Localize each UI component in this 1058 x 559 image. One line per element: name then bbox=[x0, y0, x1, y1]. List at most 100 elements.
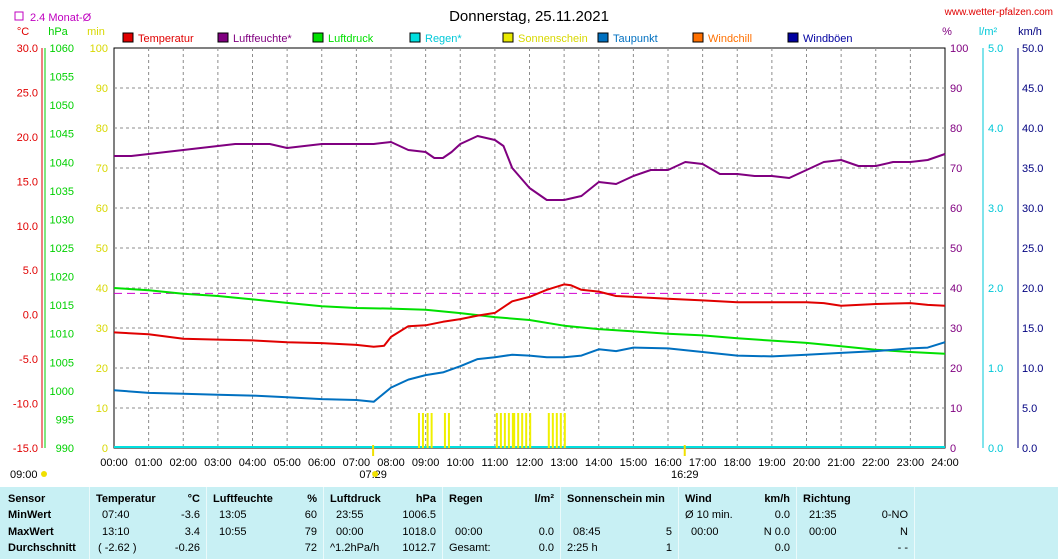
sun-max-value: 5 bbox=[665, 526, 672, 538]
stats-pressure-column: Luftdruck hPa 23:55 1006.5 00:00 1018.0 … bbox=[323, 487, 442, 559]
x-tick-label: 18:00 bbox=[723, 457, 751, 469]
statistics-table: Sensor MinWert MaxWert Durchschnitt Temp… bbox=[0, 487, 1058, 559]
axis-tick-temperature: 10.0 bbox=[17, 221, 38, 233]
axis-tick-humidity: 80 bbox=[950, 123, 962, 135]
stats-header-pressure-unit: hPa bbox=[415, 493, 436, 505]
series-line-temperature-temperatur bbox=[113, 283, 946, 348]
x-tick-label: 06:00 bbox=[308, 457, 336, 469]
axis-tick-pressure: 1040 bbox=[50, 157, 74, 169]
axis-tick-minutes: 90 bbox=[96, 83, 108, 95]
x-tick-label: 22:00 bbox=[862, 457, 890, 469]
press-max-time: 00:00 bbox=[336, 526, 364, 538]
legend-label: Windchill bbox=[708, 33, 752, 45]
legend-label: Taupunkt bbox=[613, 33, 658, 45]
stats-header-rain-unit: l/m² bbox=[534, 493, 554, 505]
axis-tick-humidity: 0 bbox=[950, 443, 956, 455]
site-url: www.wetter-pfalzen.com bbox=[944, 7, 1053, 18]
wind-max-value: N 0.0 bbox=[763, 526, 790, 538]
axis-tick-wind: 20.0 bbox=[1022, 283, 1043, 295]
stats-direction-column: Richtung 21:35 0-NO 00:00 N - - bbox=[796, 487, 914, 559]
axis-tick-minutes: 20 bbox=[96, 363, 108, 375]
stats-header-wind-unit: km/h bbox=[764, 493, 790, 505]
sunshine-bar bbox=[563, 413, 566, 448]
axis-tick-humidity: 10 bbox=[950, 403, 962, 415]
stats-header-humidity: Luftfeuchte bbox=[213, 493, 273, 505]
temp-avg-extra: ( -2.62 ) bbox=[98, 542, 137, 554]
axis-tick-wind: 15.0 bbox=[1022, 323, 1043, 335]
axis-tick-temperature: 25.0 bbox=[17, 87, 38, 99]
legend-label: Luftdruck bbox=[328, 33, 374, 45]
axis-tick-humidity: 60 bbox=[950, 203, 962, 215]
rain-total-value: 0.0 bbox=[538, 542, 554, 554]
axis-tick-temperature: 0.0 bbox=[23, 310, 38, 322]
sunshine-bar bbox=[417, 413, 420, 448]
legend-swatch bbox=[692, 32, 704, 43]
axis-tick-rain: 4.0 bbox=[988, 123, 1003, 135]
stats-header-temperature: Temperatur bbox=[96, 493, 156, 505]
extra-time-label: 09:00 bbox=[10, 469, 38, 481]
press-trend: ^1.2hPa/h bbox=[330, 542, 380, 554]
axis-tick-pressure: 1035 bbox=[50, 186, 74, 198]
axis-tick-pressure: 990 bbox=[56, 443, 74, 455]
temp-max-time: 13:10 bbox=[102, 526, 130, 538]
stats-temperature-column: Temperatur °C 07:40 -3.6 13:10 3.4 ( -2.… bbox=[89, 487, 206, 559]
axis-tick-minutes: 10 bbox=[96, 403, 108, 415]
rain-max-value: 0.0 bbox=[538, 526, 554, 538]
axis-tick-temperature: -5.0 bbox=[19, 354, 38, 366]
sunset-time: 16:29 bbox=[671, 469, 699, 481]
x-tick-label: 16:00 bbox=[654, 457, 682, 469]
temp-min-value: -3.6 bbox=[181, 509, 200, 521]
legend-swatch bbox=[122, 32, 134, 43]
axis-tick-pressure: 1010 bbox=[50, 329, 74, 341]
press-min-value: 1006.5 bbox=[402, 509, 436, 521]
axis-tick-wind: 40.0 bbox=[1022, 123, 1043, 135]
hum-min-time: 13:05 bbox=[219, 509, 247, 521]
sunshine-bar bbox=[503, 413, 506, 448]
stats-sensor-column: Sensor MinWert MaxWert Durchschnitt bbox=[0, 487, 88, 559]
axis-tick-pressure: 995 bbox=[56, 414, 74, 426]
stats-header-direction: Richtung bbox=[803, 493, 851, 505]
sunshine-bar bbox=[517, 413, 520, 448]
stats-empty-column bbox=[914, 487, 1058, 559]
legend-swatch bbox=[409, 32, 421, 43]
stats-header-pressure: Luftdruck bbox=[330, 493, 381, 505]
sun-avg-value: 1 bbox=[665, 542, 672, 554]
stats-header-rain: Regen bbox=[449, 493, 483, 505]
stats-row-label-min: MinWert bbox=[8, 509, 52, 521]
axis-tick-minutes: 70 bbox=[96, 163, 108, 175]
sunshine-bar bbox=[559, 413, 562, 448]
temp-avg-value: -0.26 bbox=[174, 542, 200, 554]
average-note: 2.4 Monat-Ø bbox=[30, 12, 92, 24]
stats-row-label-max: MaxWert bbox=[8, 526, 54, 538]
press-avg-value: 1012.7 bbox=[402, 542, 436, 554]
wind-max-time: 00:00 bbox=[691, 526, 719, 538]
stats-sunshine-column: Sonnenschein min 08:45 5 2:25 h 1 bbox=[560, 487, 678, 559]
axis-tick-pressure: 1000 bbox=[50, 386, 74, 398]
axis-unit-wind: km/h bbox=[1018, 26, 1042, 38]
hum-max-time: 10:55 bbox=[219, 526, 247, 538]
legend-label: Temperatur bbox=[138, 33, 194, 45]
axis-tick-temperature: 5.0 bbox=[23, 265, 38, 277]
sunshine-bar bbox=[443, 413, 446, 448]
axis-tick-humidity: 40 bbox=[950, 283, 962, 295]
stats-header-sensor: Sensor bbox=[8, 493, 46, 505]
stats-header-humidity-unit: % bbox=[307, 493, 317, 505]
series-line-temperature-taupunkt bbox=[113, 341, 946, 403]
axis-tick-wind: 30.0 bbox=[1022, 203, 1043, 215]
axis-tick-wind: 5.0 bbox=[1022, 403, 1037, 415]
legend-label: Regen* bbox=[425, 33, 462, 45]
axis-tick-pressure: 1005 bbox=[50, 357, 74, 369]
axis-tick-pressure: 1055 bbox=[50, 72, 74, 84]
axis-tick-wind: 50.0 bbox=[1022, 43, 1043, 55]
hum-avg-value: 72 bbox=[304, 542, 317, 554]
axis-tick-wind: 25.0 bbox=[1022, 243, 1043, 255]
series-line-pressure-luftdruck bbox=[113, 287, 946, 355]
x-tick-label: 19:00 bbox=[758, 457, 786, 469]
sun-icon bbox=[41, 471, 47, 477]
legend-label: Sonnenschein bbox=[518, 33, 588, 45]
sunshine-bar bbox=[529, 413, 532, 448]
rain-total-label: Gesamt: bbox=[449, 542, 491, 554]
axis-tick-pressure: 1015 bbox=[50, 300, 74, 312]
sunshine-bar bbox=[521, 413, 524, 448]
legend-swatch bbox=[217, 32, 229, 43]
